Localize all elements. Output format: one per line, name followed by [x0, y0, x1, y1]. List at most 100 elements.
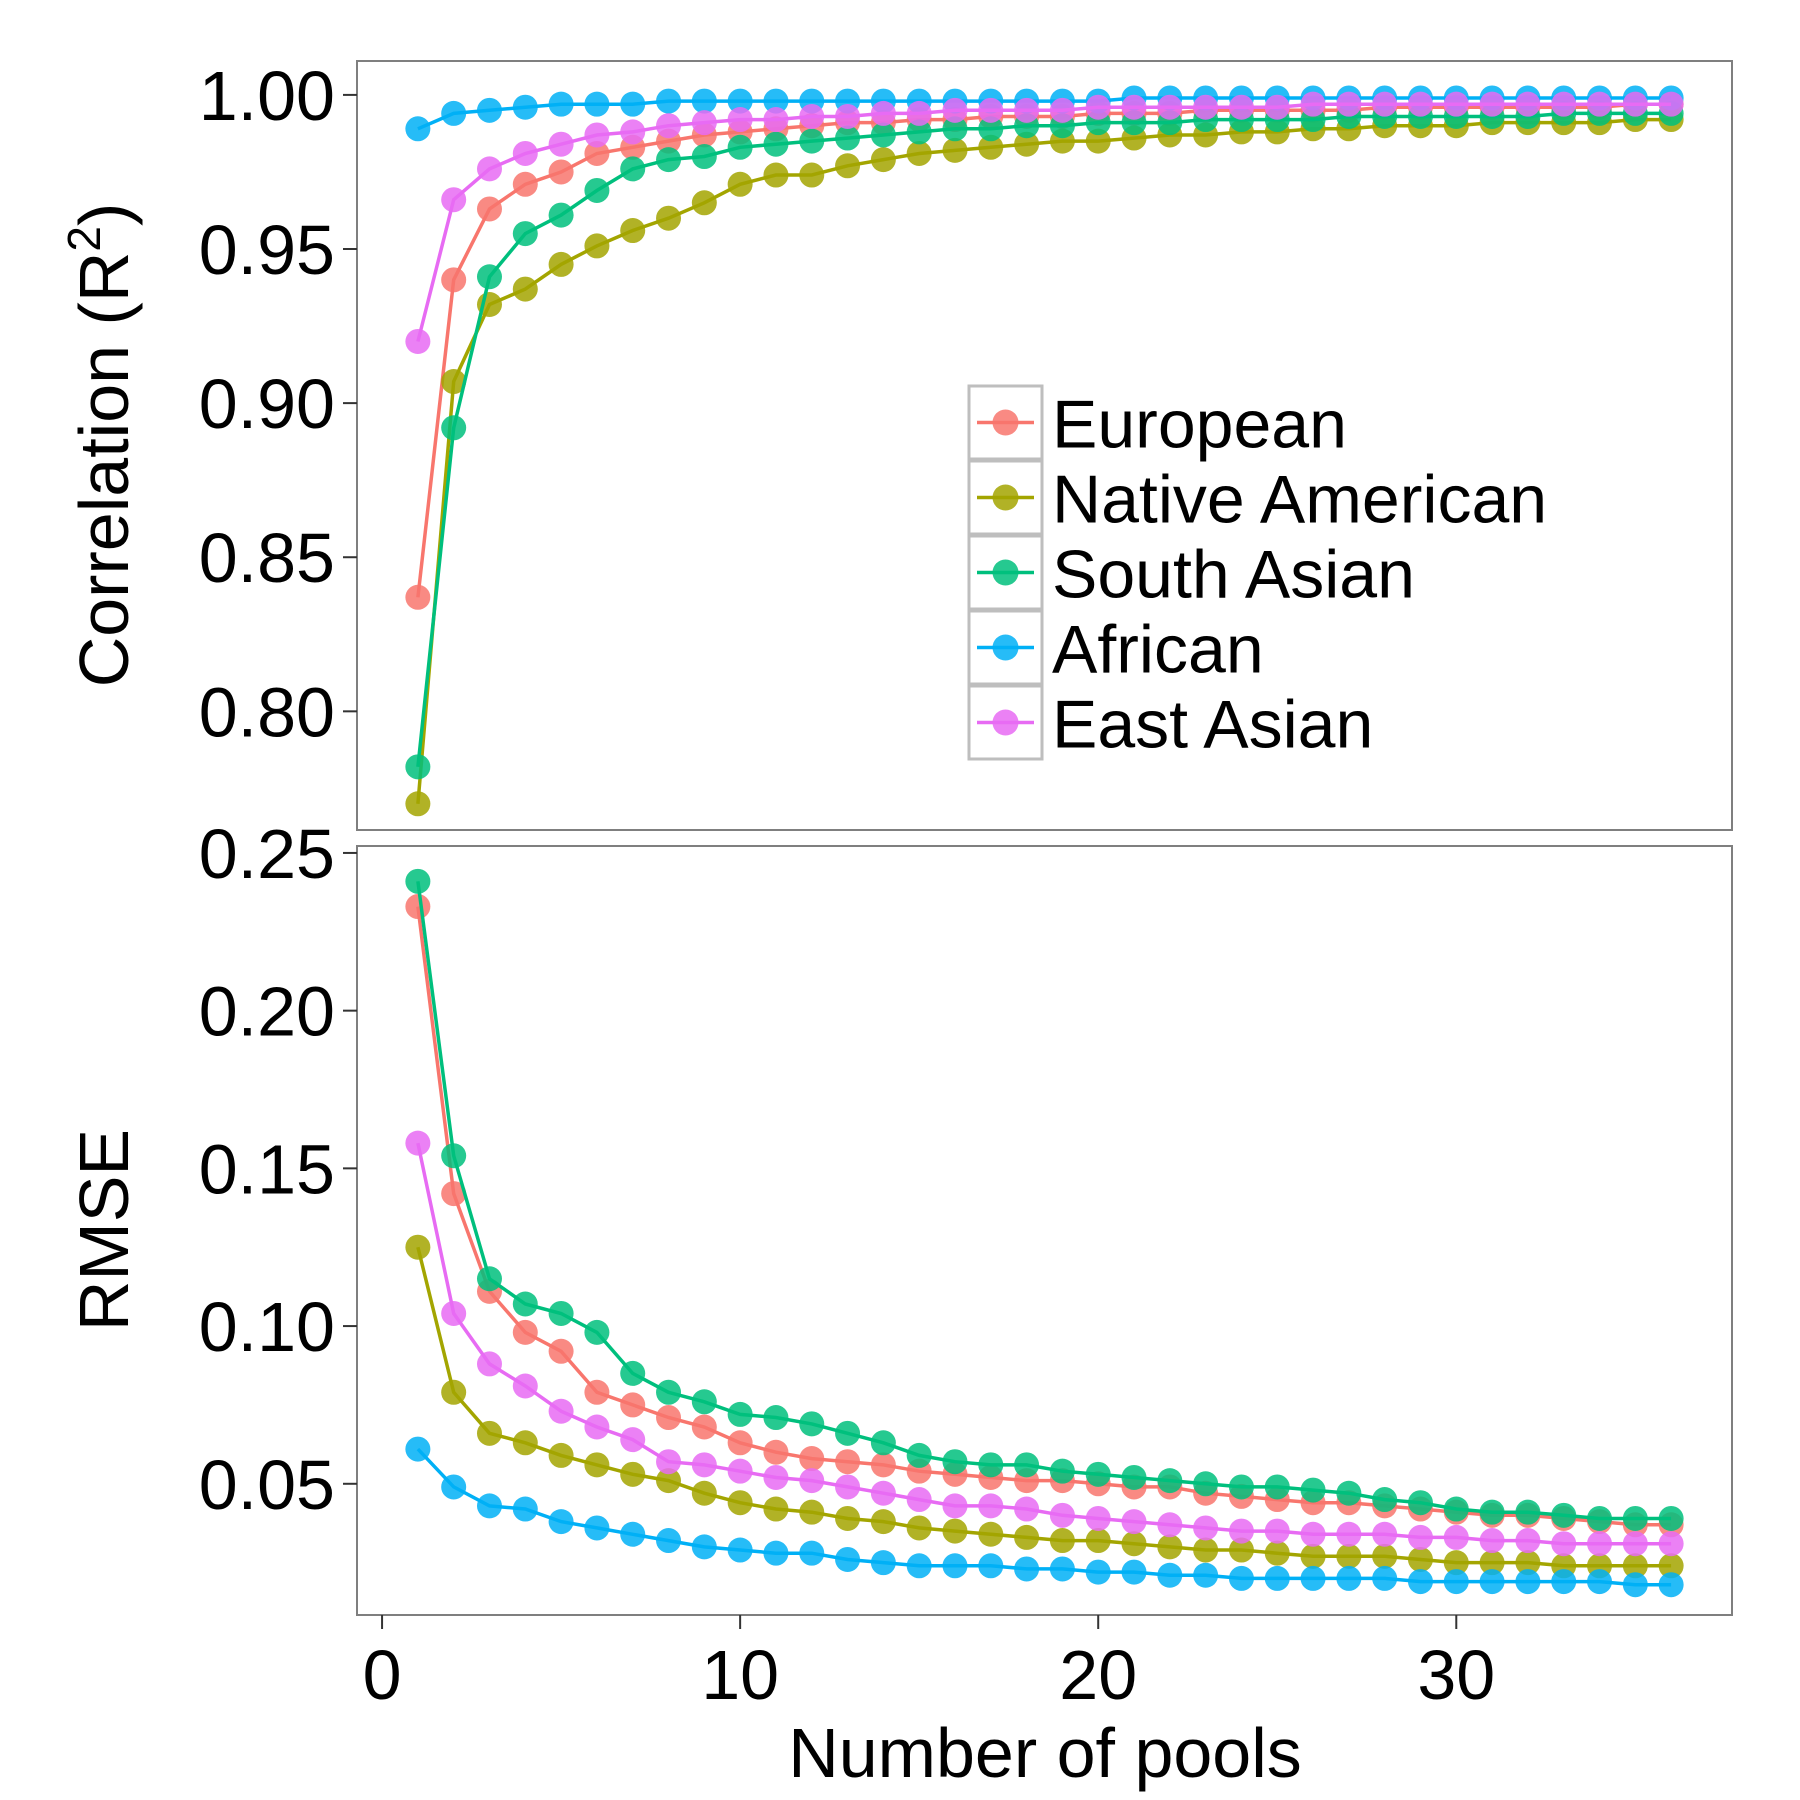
rmse-point-native-american: [1193, 1537, 1219, 1563]
rmse-point-south-asian: [1264, 1474, 1290, 1500]
correlation-point-south-asian: [870, 122, 896, 148]
rmse-point-east-asian: [441, 1300, 467, 1326]
rmse-y-tick-label: 0.05: [199, 1446, 335, 1524]
correlation-point-native-american: [512, 276, 538, 302]
rmse-point-native-american: [1228, 1537, 1254, 1563]
rmse-point-native-american: [978, 1521, 1004, 1547]
rmse-point-african: [727, 1537, 753, 1563]
correlation-point-east-asian: [1658, 91, 1684, 117]
rmse-point-native-american: [691, 1480, 717, 1506]
rmse-point-east-asian: [1515, 1528, 1541, 1554]
rmse-point-south-asian: [1300, 1477, 1326, 1503]
correlation-point-native-american: [620, 218, 646, 244]
correlation-point-south-asian: [548, 202, 574, 228]
rmse-point-east-asian: [1372, 1521, 1398, 1547]
rmse-point-native-american: [727, 1490, 753, 1516]
rmse-point-european: [548, 1338, 574, 1364]
rmse-point-south-asian: [835, 1420, 861, 1446]
rmse-point-native-american: [870, 1509, 896, 1535]
correlation-point-east-asian: [405, 328, 431, 354]
legend-key-marker: [992, 709, 1019, 736]
rmse-point-european: [405, 894, 431, 920]
correlation-point-european: [548, 159, 574, 185]
rmse-point-south-asian: [727, 1401, 753, 1427]
rmse-point-south-asian: [584, 1319, 610, 1345]
correlation-point-south-asian: [584, 177, 610, 203]
rmse-point-south-asian: [1372, 1487, 1398, 1513]
x-axis: 0 10 20 30: [363, 1615, 1495, 1714]
rmse-point-native-american: [1658, 1553, 1684, 1579]
rmse-point-south-asian: [1228, 1474, 1254, 1500]
legend-label-native-american: Native American: [1052, 462, 1547, 538]
rmse-point-native-american: [906, 1515, 932, 1541]
legend-key-marker: [992, 409, 1019, 436]
rmse-y-axis-title: RMSE: [65, 1129, 143, 1331]
rmse-point-african: [1551, 1569, 1577, 1595]
rmse-point-native-american: [1157, 1534, 1183, 1560]
rmse-point-native-american: [441, 1379, 467, 1405]
rmse-point-south-asian: [1157, 1468, 1183, 1494]
rmse-point-african: [1443, 1569, 1469, 1595]
rmse-point-african: [1157, 1562, 1183, 1588]
rmse-point-east-asian: [1121, 1509, 1147, 1535]
rmse-point-african: [691, 1534, 717, 1560]
legend-key-box: [967, 684, 1044, 761]
correlation-point-east-asian: [512, 140, 538, 166]
correlation-point-native-american: [441, 369, 467, 395]
rmse-point-african: [1372, 1565, 1398, 1591]
rmse-point-south-asian: [548, 1300, 574, 1326]
rmse-point-african: [620, 1521, 646, 1547]
rmse-point-east-asian: [1622, 1531, 1648, 1557]
correlation-point-african: [656, 88, 682, 114]
rmse-point-south-asian: [1121, 1464, 1147, 1490]
rmse-series: [405, 868, 1684, 1598]
correlation-point-south-asian: [441, 415, 467, 441]
rmse-panel: 0.05 0.10 0.15 0.20 0.25 RMSE: [65, 815, 1733, 1616]
rmse-point-european: [799, 1446, 825, 1472]
rmse-point-east-asian: [906, 1487, 932, 1513]
rmse-point-european: [584, 1379, 610, 1405]
rmse-point-east-asian: [763, 1464, 789, 1490]
rmse-point-south-asian: [1014, 1452, 1040, 1478]
rmse-point-african: [799, 1540, 825, 1566]
correlation-point-east-asian: [1551, 91, 1577, 117]
rmse-point-east-asian: [1407, 1524, 1433, 1550]
rmse-point-east-asian: [1049, 1502, 1075, 1528]
rmse-point-east-asian: [1085, 1505, 1111, 1531]
rmse-point-east-asian: [1658, 1531, 1684, 1557]
rmse-point-south-asian: [620, 1360, 646, 1386]
rmse-point-african: [1587, 1569, 1613, 1595]
legend-label-european: European: [1052, 387, 1347, 463]
rmse-point-african: [584, 1515, 610, 1541]
rmse-point-native-american: [1085, 1528, 1111, 1554]
rmse-point-south-asian: [405, 868, 431, 894]
rmse-point-east-asian: [1336, 1521, 1362, 1547]
legend-label-east-asian: East Asian: [1052, 687, 1373, 763]
rmse-point-south-asian: [799, 1411, 825, 1437]
correlation-point-south-asian: [691, 144, 717, 170]
correlation-point-east-asian: [584, 122, 610, 148]
rmse-point-east-asian: [1587, 1531, 1613, 1557]
rmse-point-native-american: [1407, 1546, 1433, 1572]
correlation-point-south-asian: [405, 754, 431, 780]
rmse-point-east-asian: [799, 1468, 825, 1494]
rmse-series-south-asian: [405, 868, 1684, 1531]
correlation-point-east-asian: [1515, 91, 1541, 117]
rmse-point-european: [727, 1430, 753, 1456]
correlation-point-east-asian: [656, 113, 682, 139]
rmse-point-african: [835, 1546, 861, 1572]
rmse-point-south-asian: [1336, 1480, 1362, 1506]
rmse-point-african: [405, 1436, 431, 1462]
correlation-point-east-asian: [727, 107, 753, 133]
legend-key-box: [967, 609, 1044, 686]
correlation-point-east-asian: [906, 100, 932, 126]
correlation-point-east-asian: [835, 103, 861, 129]
rmse-point-european: [512, 1319, 538, 1345]
correlation-point-native-american: [870, 147, 896, 173]
correlation-point-african: [620, 91, 646, 117]
x-tick-label: 10: [701, 1636, 779, 1714]
rmse-point-african: [1049, 1556, 1075, 1582]
rmse-point-african: [512, 1496, 538, 1522]
rmse-point-native-american: [1121, 1531, 1147, 1557]
